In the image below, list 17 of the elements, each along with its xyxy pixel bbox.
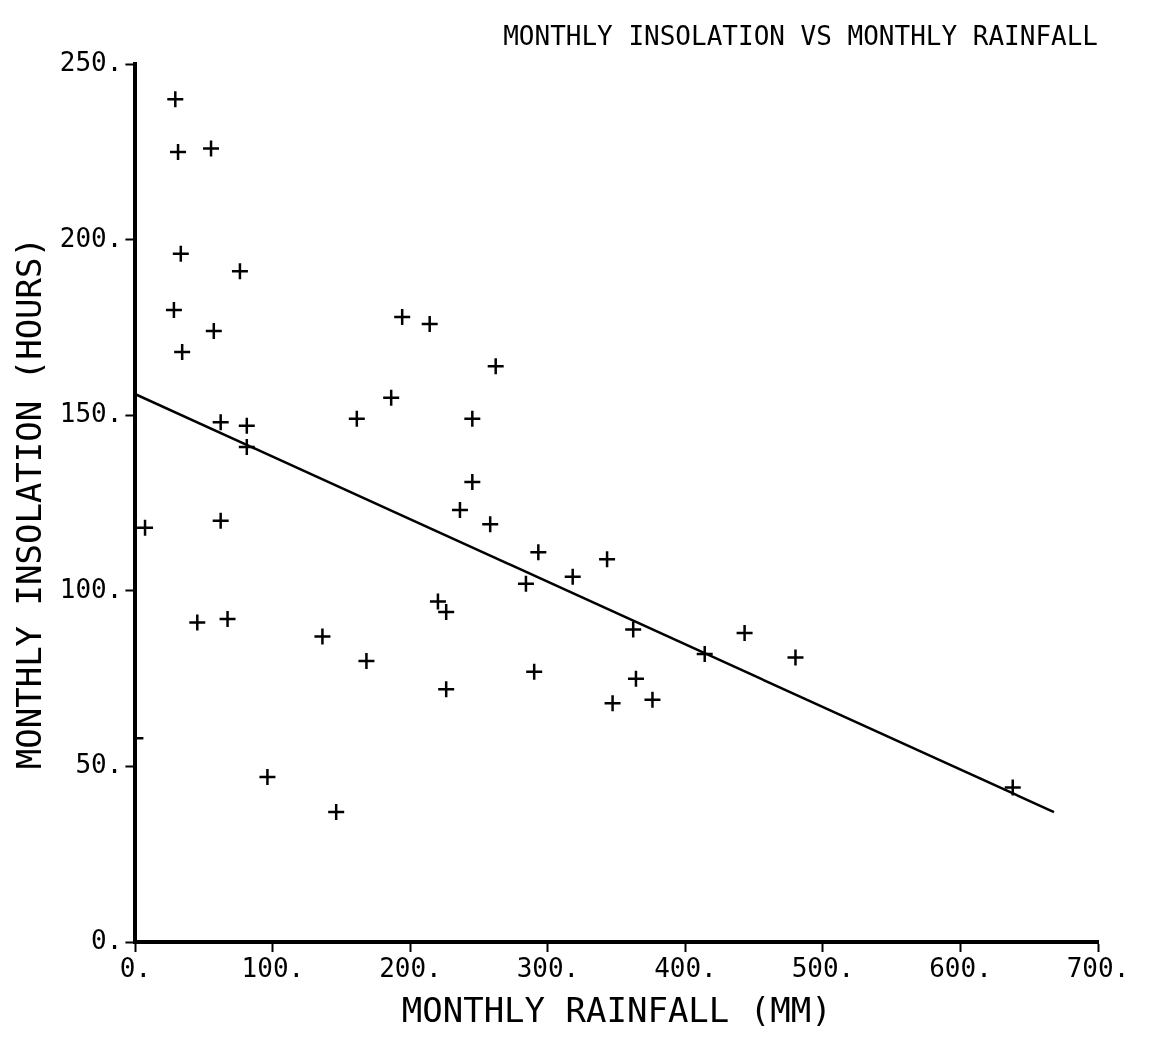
chart-title: MONTHLY INSOLATION VS MONTHLY RAINFALL [503,21,1098,52]
y-tick-label: 100. [59,573,123,604]
x-tick-label: 200. [379,953,442,984]
x-tick-label: 300. [516,953,580,984]
y-tick-label: 150. [59,398,123,429]
x-tick-label: 500. [791,953,855,984]
x-tick-label: 0. [119,953,152,984]
y-tick-label: 0. [91,924,123,955]
y-tick-label: 200. [59,222,123,253]
x-tick-label: 600. [929,953,992,984]
x-tick-label: 700. [1066,953,1130,984]
x-tick-label: 100. [241,953,305,984]
y-axis-title: MONTHLY INSOLATION (HOURS) [9,236,50,770]
y-tick-label: 250. [59,46,123,77]
y-tick-label: 50. [75,749,123,780]
x-tick-label: 400. [654,953,717,984]
x-axis-title: MONTHLY RAINFALL (MM) [401,990,832,1031]
